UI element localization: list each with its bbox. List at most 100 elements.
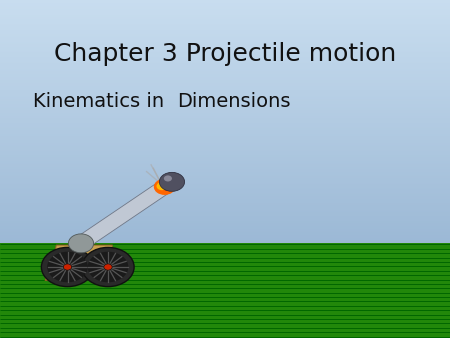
Bar [0,307,450,308]
Polygon shape [45,254,63,281]
Bar [0,133,450,134]
Bar [0,227,450,229]
Bar [0,186,450,187]
Bar [0,328,450,329]
Bar [0,276,450,277]
Bar [0,63,450,64]
Bar [0,9,450,10]
Bar [0,197,450,198]
Bar [0,177,450,178]
Bar [0,138,450,139]
Bar [0,296,450,297]
Bar [0,178,450,179]
Bar [0,236,450,237]
Bar [0,215,450,216]
Bar [0,13,450,14]
Bar [0,185,450,186]
Bar [0,62,450,63]
Bar [0,107,450,108]
Bar [0,282,450,283]
Bar [0,258,450,259]
Bar [0,135,450,136]
Bar [0,38,450,40]
Bar [0,69,450,70]
Bar [0,232,450,233]
Bar [0,196,450,197]
Polygon shape [54,245,112,257]
Bar [0,129,450,131]
Bar [0,330,450,331]
Bar [0,217,450,219]
Bar [0,122,450,123]
Bar [0,267,450,268]
Bar [0,47,450,48]
Bar [0,124,450,125]
Bar [0,331,450,332]
Circle shape [157,182,167,190]
Circle shape [104,264,112,270]
Bar [0,270,450,271]
Bar [0,195,450,196]
Bar [0,301,450,302]
Bar [0,95,450,96]
Bar [0,108,450,109]
Bar [0,34,450,35]
Bar [0,297,450,298]
Bar [0,89,450,90]
Bar [0,72,450,73]
Bar [0,25,450,26]
Bar [0,335,450,336]
Bar [0,102,450,104]
Bar [0,58,450,60]
Bar [0,50,450,51]
Bar [0,123,450,124]
Bar [0,294,450,295]
Bar [0,304,450,305]
Bar [0,323,450,324]
Bar [0,155,450,156]
Bar [0,98,450,99]
Bar [0,128,450,129]
Bar [0,183,450,184]
Bar [0,132,450,133]
Bar [0,114,450,115]
Bar [0,313,450,314]
Bar [0,319,450,320]
Bar [0,143,450,144]
Bar [0,57,450,58]
Bar [0,266,450,267]
Bar [0,91,450,92]
Bar [0,119,450,121]
Bar [0,27,450,28]
Bar [0,322,450,323]
Bar [0,118,450,119]
Circle shape [164,175,172,182]
Bar [0,52,450,53]
Bar [0,166,450,167]
Bar [0,247,450,248]
Bar [0,169,450,170]
Bar [0,99,450,100]
Bar [0,325,450,327]
Bar [0,287,450,288]
Bar [0,204,450,205]
Bar [0,24,450,25]
Bar [0,198,450,199]
Bar [0,274,450,275]
Bar [0,117,450,118]
Bar [0,126,450,127]
Circle shape [159,172,184,191]
Bar [0,194,450,195]
Bar [0,318,450,319]
Bar [0,154,450,155]
Bar [0,109,450,111]
Bar [0,1,450,2]
Bar [0,88,450,89]
Bar [0,300,450,301]
Bar [0,188,450,189]
Bar [0,226,450,227]
Bar [0,150,450,151]
Bar [0,292,450,293]
Bar [0,250,450,251]
Bar [0,334,450,335]
